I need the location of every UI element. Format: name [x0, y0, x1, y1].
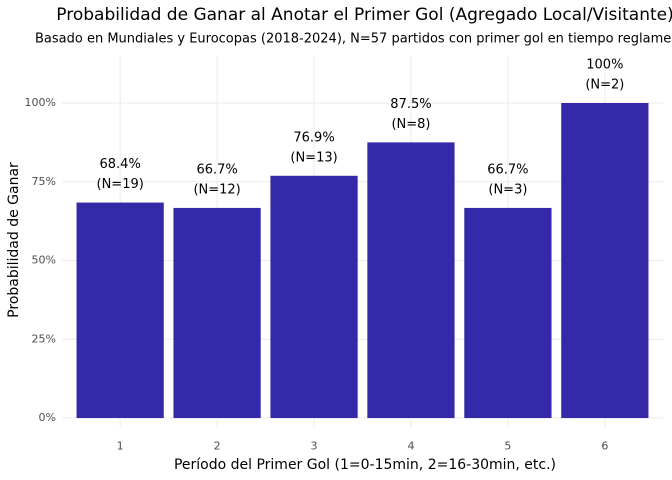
x-tick-label: 5: [504, 440, 511, 453]
count-label: (N=3): [488, 182, 527, 197]
y-tick-label: 50%: [32, 254, 56, 267]
count-label: (N=13): [290, 150, 337, 165]
chart-subtitle: Basado en Mundiales y Eurocopas (2018-20…: [35, 32, 672, 47]
y-tick-label: 100%: [25, 96, 56, 109]
x-tick-label: 4: [407, 440, 414, 453]
x-tick-label: 3: [311, 440, 318, 453]
x-tick-label: 6: [601, 440, 608, 453]
value-label: 68.4%: [100, 157, 141, 172]
y-tick-label: 0%: [39, 411, 56, 424]
value-label: 66.7%: [196, 162, 237, 177]
count-label: (N=2): [585, 78, 624, 93]
y-tick-label: 75%: [32, 175, 56, 188]
value-label: 66.7%: [487, 162, 528, 177]
value-label: 87.5%: [390, 97, 431, 112]
bar: [367, 142, 455, 419]
bar: [561, 103, 649, 419]
y-axis-label: Probabilidad de Ganar: [6, 162, 22, 318]
count-label: (N=19): [97, 177, 144, 192]
count-label: (N=12): [193, 182, 240, 197]
x-tick-label: 1: [117, 440, 124, 453]
y-tick-label: 25%: [32, 332, 56, 345]
bar: [76, 202, 164, 419]
value-label: 76.9%: [293, 130, 334, 145]
bar: [270, 175, 358, 419]
bar: [173, 207, 261, 419]
count-label: (N=8): [391, 117, 430, 132]
x-tick-label: 2: [214, 440, 221, 453]
bar: [464, 207, 552, 419]
chart-title: Probabilidad de Ganar al Anotar el Prime…: [56, 5, 672, 25]
x-axis-label: Período del Primer Gol (1=0-15min, 2=16-…: [174, 457, 556, 473]
value-label: 100%: [586, 58, 623, 73]
